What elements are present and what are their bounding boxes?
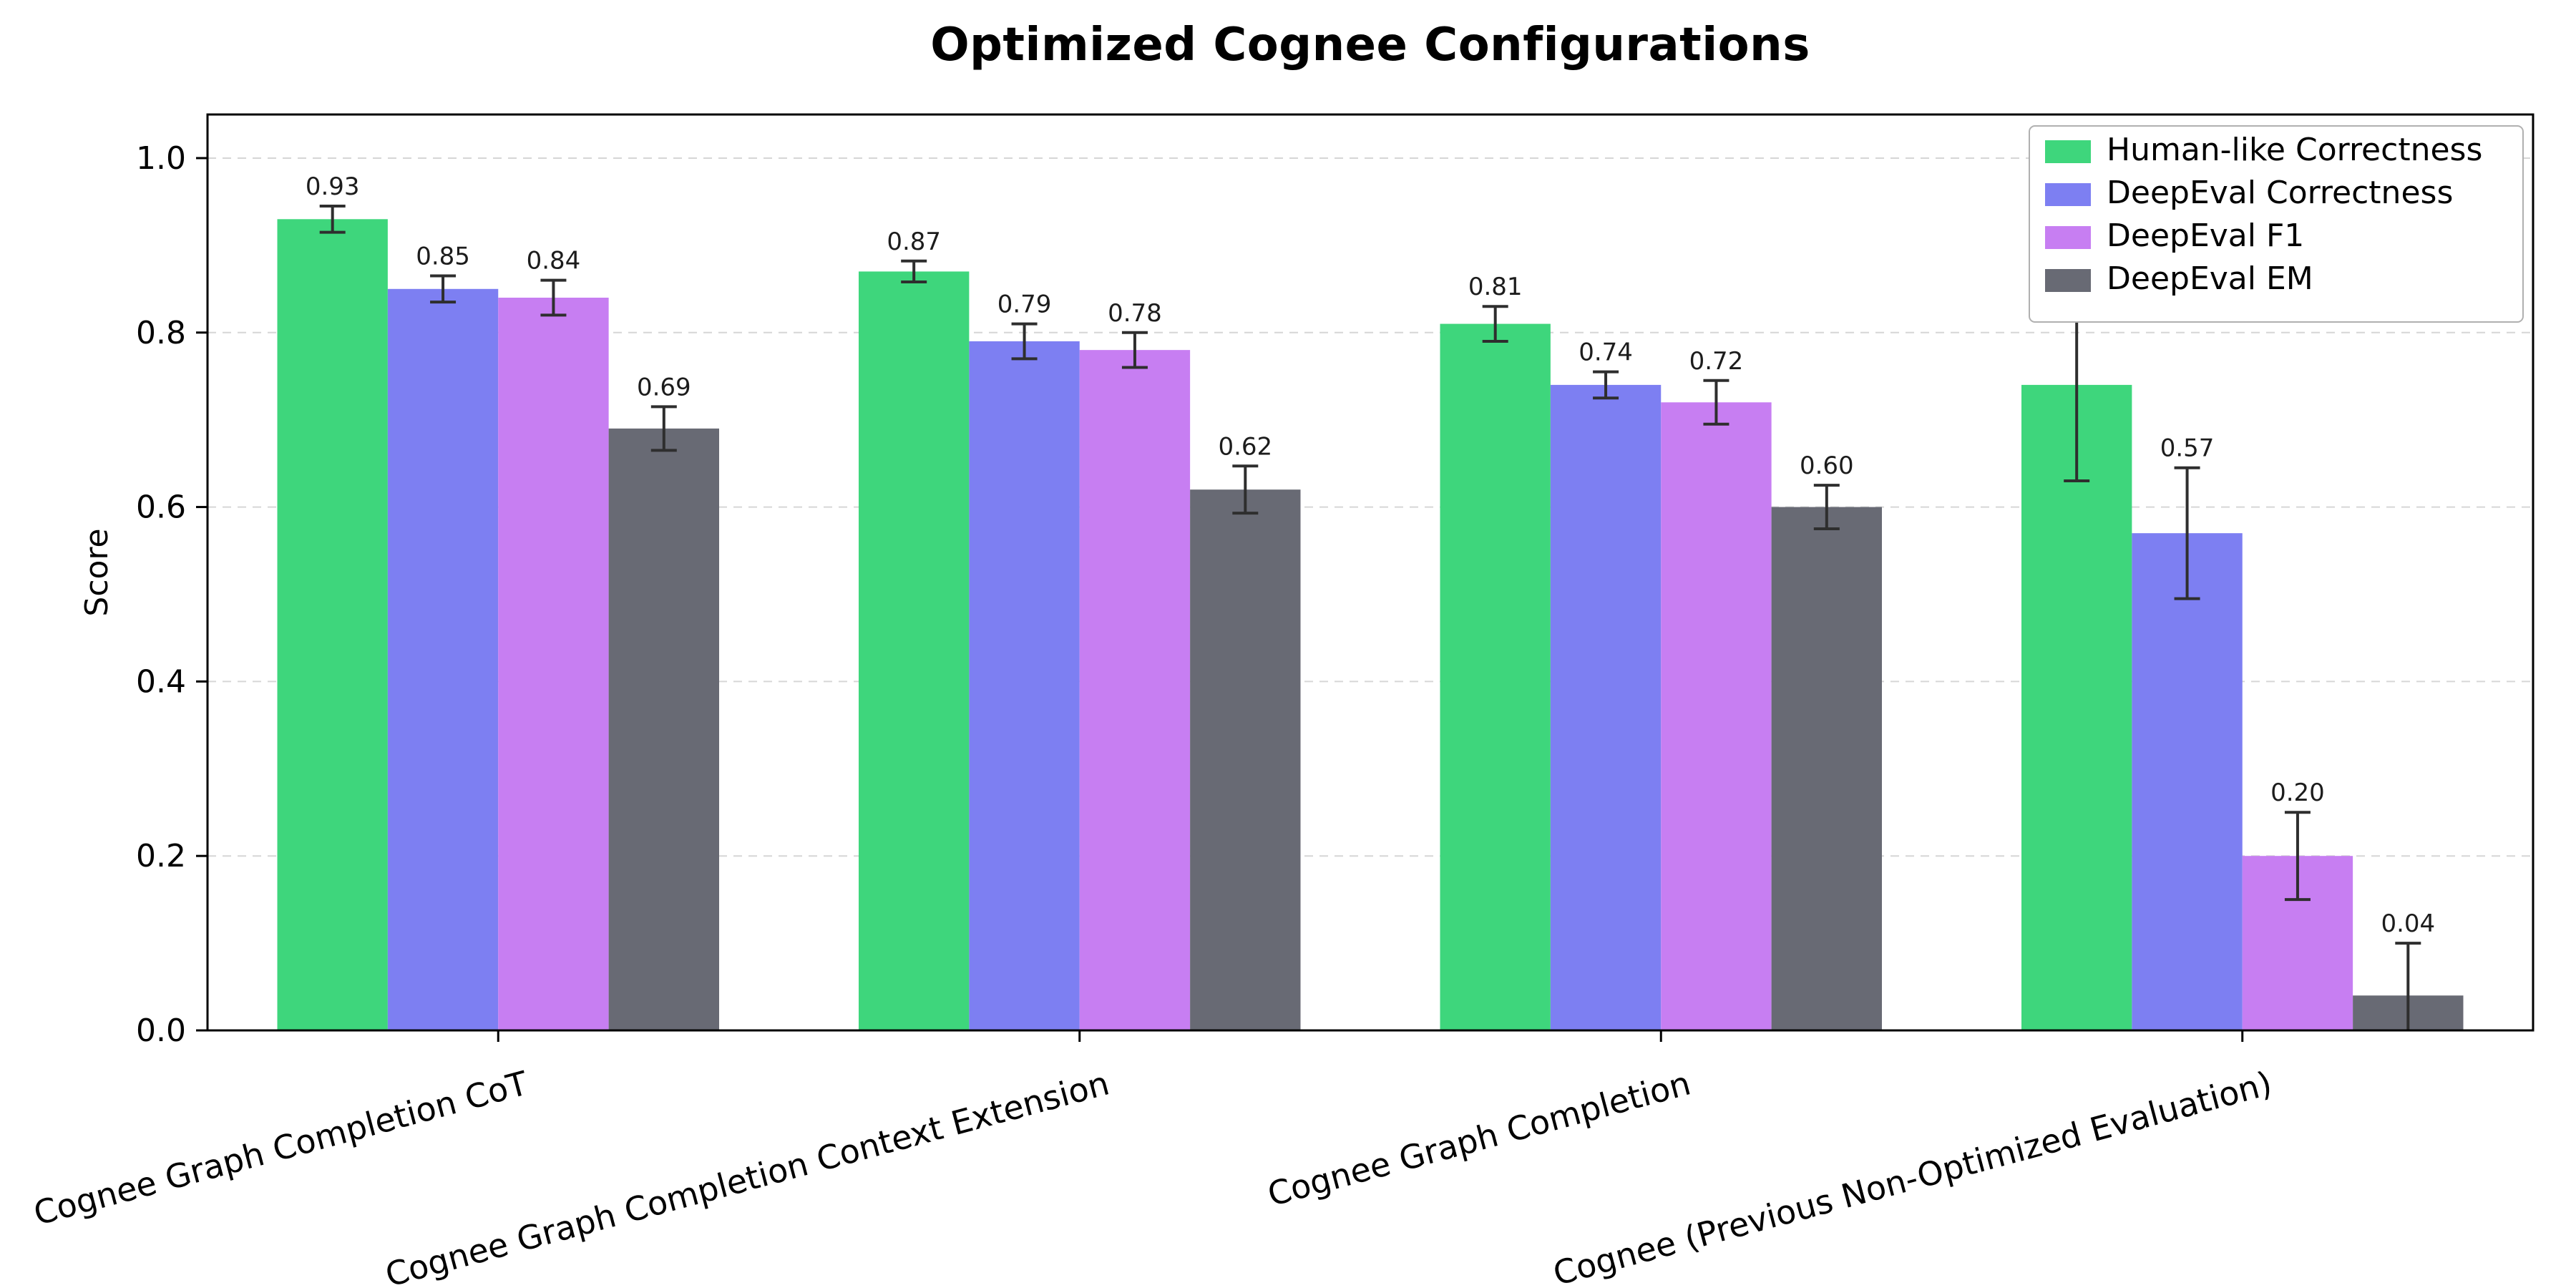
bar — [277, 219, 388, 1031]
legend-item: DeepEval EM — [2045, 260, 2313, 297]
error-bar — [1121, 331, 1148, 369]
error-bar — [1011, 322, 1038, 361]
error-bar — [2174, 466, 2200, 600]
error-bar — [2284, 811, 2311, 902]
bar — [387, 288, 499, 1030]
error-bar — [1482, 305, 1508, 343]
legend-label: Human-like Correctness — [2107, 132, 2482, 168]
bar — [1079, 350, 1191, 1031]
error-bar — [430, 274, 457, 304]
legend-box — [2029, 125, 2524, 323]
plot-border — [206, 113, 2534, 1032]
error-bar — [1813, 484, 1840, 531]
bar-value-label: 0.57 — [2160, 434, 2215, 463]
error-bar — [650, 405, 677, 452]
bar-value-label: 0.81 — [1468, 273, 1523, 301]
bar — [1190, 489, 1301, 1030]
bar-value-label: 0.72 — [1689, 347, 1744, 376]
y-tick-label: 1.0 — [136, 140, 186, 177]
chart-title: Optimized Cognee Configurations — [930, 19, 1810, 72]
legend-label: DeepEval F1 — [2107, 218, 2304, 254]
x-tick-label: Cognee Graph Completion CoT — [29, 1063, 532, 1233]
bar-value-label: 0.87 — [887, 228, 941, 256]
bar — [1550, 384, 1662, 1030]
bar — [1771, 507, 1882, 1030]
y-tick-label: 0.0 — [136, 1013, 186, 1049]
y-tick-label: 0.6 — [136, 489, 186, 526]
bar-value-label: 0.93 — [306, 172, 360, 201]
legend-item: Human-like Correctness — [2045, 132, 2482, 168]
legend-swatch — [2045, 269, 2091, 292]
legend-swatch — [2045, 226, 2091, 249]
legend-label: DeepEval Correctness — [2107, 175, 2453, 211]
legend-swatch — [2045, 140, 2091, 163]
legend-item: DeepEval Correctness — [2045, 175, 2453, 211]
error-bar — [901, 259, 927, 284]
bar-value-label: 0.20 — [2270, 779, 2325, 807]
error-bar — [1593, 370, 1619, 400]
y-tick-label: 0.8 — [136, 315, 186, 351]
bar — [969, 341, 1080, 1030]
bar-value-label: 0.04 — [2381, 909, 2435, 938]
bar-value-label: 0.78 — [1108, 299, 1162, 328]
error-bar — [2395, 942, 2421, 1030]
bar — [498, 298, 609, 1030]
bar — [1661, 402, 1772, 1030]
legend-item: DeepEval F1 — [2045, 218, 2304, 254]
y-tick-label: 0.4 — [136, 663, 186, 700]
x-tick-label: Cognee Graph Completion — [1264, 1063, 1694, 1214]
y-axis-title: Score — [79, 528, 115, 616]
bar-value-label: 0.79 — [997, 291, 1052, 319]
legend-label: DeepEval EM — [2107, 260, 2313, 297]
error-bar — [540, 278, 567, 317]
bar-value-label: 0.62 — [1218, 432, 1272, 461]
bar — [859, 271, 970, 1030]
error-bar — [1232, 464, 1259, 515]
y-tick-label: 0.2 — [136, 838, 186, 874]
bar-value-label: 0.60 — [1800, 452, 1854, 480]
bar — [1440, 323, 1551, 1031]
bar — [2021, 384, 2132, 1030]
legend-swatch — [2045, 183, 2091, 206]
legend: Human-like Correctness DeepEval Correctne… — [2029, 125, 2524, 323]
error-bar — [1703, 379, 1729, 426]
bar — [2132, 533, 2243, 1030]
bar-value-label: 0.85 — [416, 243, 470, 271]
error-bar — [319, 205, 346, 234]
bar — [608, 428, 719, 1030]
bar-value-label: 0.69 — [637, 373, 691, 401]
bar-value-label: 0.84 — [527, 247, 581, 275]
bar-value-label: 0.74 — [1579, 338, 1633, 367]
